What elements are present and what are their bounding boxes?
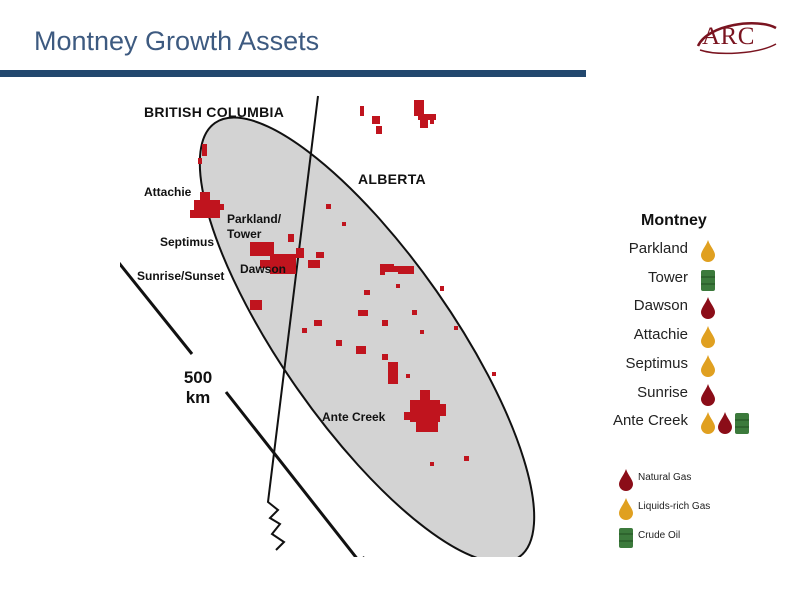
natural-gas-drop-icon (619, 469, 633, 491)
liquids-rich-gas-drop-icon (619, 498, 633, 520)
legend-area-name: Dawson (633, 297, 688, 315)
area-label-septimus: Septimus (160, 235, 215, 249)
legend-row: Ante Creek (560, 412, 760, 436)
legend-area-name: Tower (647, 268, 688, 286)
distance-label: 500 km (178, 368, 218, 408)
liquids-rich-gas-drop-icon (701, 240, 715, 262)
legend-row: Tower (560, 269, 760, 293)
distance-value: 500 (183, 368, 213, 387)
legend-resource-icons (700, 238, 717, 269)
header-bar (0, 70, 586, 77)
legend-area-name: Attachie (633, 326, 688, 344)
legend-row: Septimus (560, 354, 760, 379)
legend-row: Attachie (560, 326, 760, 350)
crude-oil-barrel-icon (735, 413, 749, 435)
legend-resource-icons (700, 267, 717, 298)
area-label-parkland-tower-1: Parkland/ (227, 212, 282, 226)
liquids-rich-gas-drop-icon (701, 326, 715, 349)
map-canvas (120, 95, 536, 557)
legend-resource-icons (700, 295, 717, 326)
region-label-british-columbia: BRITISH COLUMBIA (144, 104, 285, 120)
natural-gas-drop-icon (701, 383, 715, 406)
distance-arrow-lower (224, 391, 358, 557)
montney-trend-ellipse (198, 116, 536, 557)
area-label-parkland-tower-2: Tower (227, 227, 262, 241)
arc-logo: ARC (688, 18, 780, 58)
area-label-sunrise-sunset: Sunrise/Sunset (137, 269, 225, 283)
key-natural-gas-label: Natural Gas (638, 472, 692, 483)
key-crude-oil: Crude Oil (618, 526, 680, 550)
provincial-border (266, 95, 319, 551)
area-label-dawson: Dawson (240, 262, 287, 276)
key-liquids-rich-gas: Liquids-rich Gas (618, 497, 710, 521)
land-parcels (190, 100, 496, 466)
liquids-rich-gas-drop-icon (701, 354, 715, 377)
area-label-attachie: Attachie (144, 185, 192, 199)
arrow-head-lower-icon (362, 556, 365, 557)
distance-unit: km (185, 388, 211, 407)
distance-arrow-upper (120, 261, 194, 355)
logo-text: ARC (702, 23, 755, 50)
liquids-rich-gas-drop-icon (701, 412, 715, 435)
legend-resource-icons (700, 382, 717, 413)
legend-area-name: Ante Creek (612, 412, 688, 430)
legend-area-name: Septimus (625, 354, 688, 372)
natural-gas-drop-icon (701, 297, 715, 320)
legend-resource-icons (700, 324, 717, 355)
crude-oil-barrel-icon (619, 528, 633, 548)
legend-area-name: Parkland (628, 240, 688, 257)
legend-row: Sunrise (560, 383, 760, 408)
key-natural-gas: Natural Gas (618, 468, 691, 492)
key-crude-oil-label: Crude Oil (638, 530, 681, 541)
crude-oil-barrel-icon (701, 269, 715, 291)
legend-row: Parkland (560, 240, 760, 264)
legend-resource-icons (700, 410, 751, 441)
key-liquids-rich-gas-label: Liquids-rich Gas (638, 501, 711, 512)
page-title: Montney Growth Assets (34, 26, 320, 56)
natural-gas-drop-icon (718, 412, 732, 435)
area-label-ante-creek: Ante Creek (322, 410, 386, 424)
legend-resource-icons (700, 353, 717, 384)
montney-map: BRITISH COLUMBIA ALBERTA Attachie Parkla… (120, 92, 550, 557)
logo-swoosh-icon (696, 22, 777, 55)
region-label-alberta: ALBERTA (358, 171, 426, 187)
legend-row: Dawson (560, 297, 760, 321)
legend-title: Montney (641, 212, 707, 229)
legend-area-name: Sunrise (637, 383, 688, 401)
